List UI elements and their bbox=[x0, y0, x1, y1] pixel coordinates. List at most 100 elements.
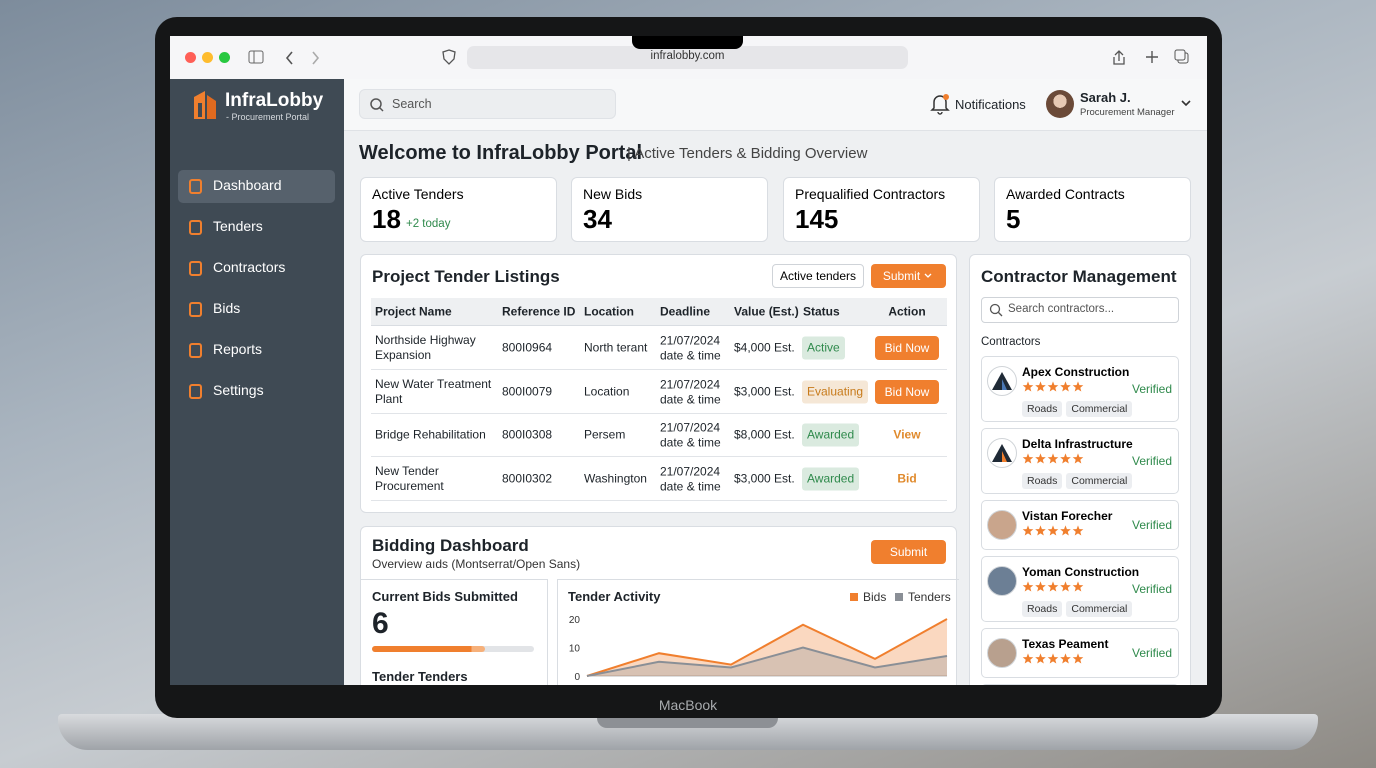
stat-label: Active Tenders bbox=[372, 186, 464, 202]
row-divider bbox=[371, 499, 947, 501]
estimated-value: $8,000 Est. bbox=[734, 427, 795, 442]
activity-chart: 0 10 20 Bids Tenders bbox=[569, 590, 951, 683]
tag: Roads bbox=[1022, 601, 1063, 617]
filter-button[interactable]: Active tenders bbox=[772, 264, 864, 288]
star bbox=[1047, 453, 1059, 464]
nav-item[interactable]: Bids bbox=[213, 300, 241, 316]
search-icon bbox=[370, 98, 384, 112]
contractor-logo bbox=[987, 638, 1017, 668]
nav-icon bbox=[189, 261, 202, 276]
star bbox=[1022, 653, 1034, 664]
contractor-search[interactable]: Search contractors... bbox=[981, 297, 1179, 323]
star bbox=[1072, 525, 1084, 536]
star bbox=[1060, 525, 1071, 536]
user-menu-chevron[interactable] bbox=[1180, 99, 1192, 109]
legend-label: Tenders bbox=[908, 590, 951, 604]
star bbox=[1035, 453, 1046, 464]
reference-id: 800I0302 bbox=[502, 471, 553, 485]
chart-title: Tender Activity bbox=[568, 589, 661, 604]
bidding-panel: Bidding Dashboard Overview aıds (Montser… bbox=[360, 526, 959, 685]
logo-accent bbox=[1002, 379, 1007, 390]
deadline-time: date & time bbox=[660, 348, 721, 363]
star bbox=[1022, 453, 1034, 464]
column-header: Project Name bbox=[375, 304, 452, 319]
avatar[interactable] bbox=[1046, 90, 1074, 118]
row-divider bbox=[371, 369, 947, 370]
nav-item[interactable]: Settings bbox=[213, 382, 264, 398]
nav-item[interactable]: Tenders bbox=[213, 218, 263, 234]
action-button[interactable]: Bid Now bbox=[875, 379, 939, 404]
current-value: 6 bbox=[372, 607, 389, 640]
nav-icons[interactable] bbox=[248, 49, 308, 67]
list-label: Contractors bbox=[981, 336, 1041, 348]
contractor-logo bbox=[987, 566, 1017, 596]
contractor-card[interactable]: Yoman Construction Verified Roads Commercia… bbox=[981, 556, 1179, 622]
series-line bbox=[586, 646, 948, 677]
close-button[interactable] bbox=[185, 52, 196, 63]
notifications[interactable]: Notifications bbox=[955, 97, 1026, 112]
star bbox=[1047, 581, 1059, 592]
nav-icon bbox=[189, 384, 202, 399]
browser-actions[interactable] bbox=[1112, 47, 1192, 67]
device-label: MacBook bbox=[658, 697, 718, 713]
star bbox=[1047, 525, 1059, 536]
zoom-button[interactable] bbox=[219, 52, 230, 63]
tag: Commercial bbox=[1066, 473, 1133, 489]
address-bar[interactable]: infralobby.com bbox=[467, 46, 908, 69]
panel-title: Project Tender Listings bbox=[372, 267, 560, 286]
nav-active-bg bbox=[178, 170, 335, 203]
verified-status: Verified bbox=[1132, 646, 1173, 660]
screen: infralobby.com InfraLobby - Procurement … bbox=[170, 36, 1207, 685]
star bbox=[1047, 653, 1059, 664]
user-role: Procurement Manager bbox=[1080, 107, 1175, 118]
panel-title: Bidding Dashboard bbox=[372, 536, 529, 555]
reference-id: 800I0964 bbox=[502, 340, 553, 355]
star bbox=[1022, 381, 1034, 392]
forward-icon[interactable] bbox=[310, 49, 322, 67]
contractor-name: Vistan Forecher bbox=[1022, 509, 1113, 523]
contractor-logo bbox=[987, 510, 1017, 540]
stat-card: Awarded Contracts 5 bbox=[994, 177, 1191, 242]
search-placeholder: Search bbox=[392, 97, 432, 111]
contractor-card[interactable]: Apex Construction Verified Roads Commercial bbox=[981, 356, 1179, 422]
action-button[interactable]: Bid Now bbox=[875, 336, 939, 360]
bell-icon[interactable] bbox=[930, 93, 950, 115]
search-icon bbox=[989, 303, 1003, 317]
star bbox=[1060, 381, 1071, 392]
rating-stars bbox=[1022, 381, 1084, 392]
current-bids-card: Current Bids Submitted 6 Tender Tenders bbox=[361, 579, 548, 685]
contractor-card[interactable]: Vistan Forecher Verified bbox=[981, 500, 1179, 550]
nav-item[interactable]: Contractors bbox=[213, 259, 286, 275]
contractor-card[interactable]: Texas Peament Verified bbox=[981, 628, 1179, 678]
tag-list: Roads Commercial bbox=[1022, 471, 1136, 489]
tag-list: Roads Commercial bbox=[1022, 399, 1136, 417]
nav-item[interactable]: Dashboard bbox=[213, 177, 282, 193]
column-header: Deadline bbox=[660, 304, 711, 319]
submit-label: Submit bbox=[882, 269, 921, 283]
minimize-button[interactable] bbox=[202, 52, 213, 63]
project-name: Northside Highway Expansion bbox=[375, 333, 476, 362]
nav-item[interactable]: Reports bbox=[213, 341, 263, 357]
submit-button[interactable]: Submit bbox=[871, 540, 946, 564]
user-name[interactable]: Sarah J. bbox=[1080, 90, 1131, 105]
legend-swatch bbox=[850, 593, 858, 601]
action-link[interactable]: View bbox=[893, 427, 921, 442]
panel-title: Contractor Management bbox=[981, 267, 1177, 286]
star bbox=[1072, 453, 1084, 464]
search-box[interactable]: Search bbox=[359, 89, 616, 119]
logo bbox=[194, 91, 216, 119]
contractor-card[interactable]: Delta Infrastructure Verified Roads Commerc… bbox=[981, 428, 1179, 494]
star bbox=[1060, 653, 1071, 664]
stat-card: Active Tenders 18 +2 today bbox=[360, 177, 557, 242]
deadline-time: date & time bbox=[660, 435, 721, 450]
project-name: New Tender Procurement bbox=[375, 463, 444, 493]
nav-icon bbox=[189, 302, 202, 317]
rating-stars bbox=[1022, 581, 1084, 592]
deadline-date: 21/07/2024 bbox=[660, 420, 721, 435]
stat-value: 18 bbox=[372, 204, 401, 234]
action-link[interactable]: Bid bbox=[897, 471, 917, 485]
location: North terant bbox=[584, 340, 648, 355]
submit-button[interactable]: Submit bbox=[871, 264, 946, 288]
verified-status: Verified bbox=[1132, 454, 1173, 468]
